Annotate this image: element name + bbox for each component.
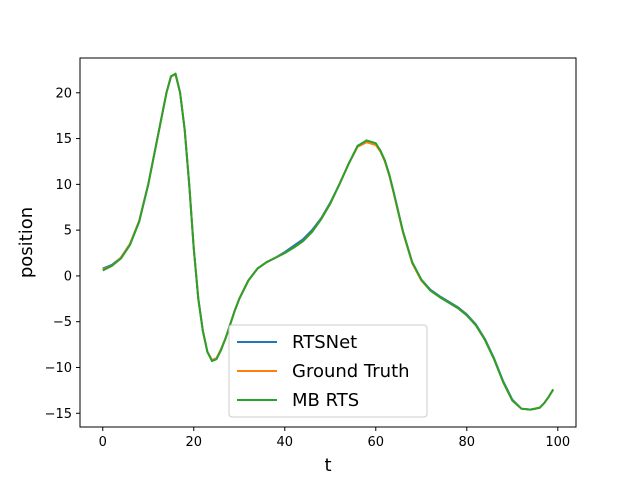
x-tick-label: 0 xyxy=(99,435,107,450)
series-line-mb-rts xyxy=(102,72,555,411)
y-tick-label: 20 xyxy=(55,86,72,101)
x-tick-label: 60 xyxy=(368,435,385,450)
series-layer xyxy=(102,72,555,411)
y-tick-label: −15 xyxy=(45,407,72,422)
x-axis: 0 20 40 60 80 100 xyxy=(99,427,570,450)
y-tick-label: 5 xyxy=(64,224,72,239)
y-axis: −15 −10 −5 0 5 10 15 20 xyxy=(45,86,80,422)
y-tick-label: 10 xyxy=(55,178,72,193)
x-tick-label: 20 xyxy=(185,435,202,450)
plot-frame xyxy=(79,57,577,428)
x-tick-label: 40 xyxy=(276,435,293,450)
x-tick-label: 100 xyxy=(545,435,570,450)
legend: RTSNet Ground Truth MB RTS xyxy=(228,324,428,418)
legend-label-ground-truth: Ground Truth xyxy=(292,361,410,382)
legend-label-mb-rts: MB RTS xyxy=(292,390,359,411)
x-tick-label: 80 xyxy=(459,435,476,450)
legend-box xyxy=(228,324,428,418)
y-axis-label: position xyxy=(16,207,37,278)
legend-label-rtsnet: RTSNet xyxy=(292,332,357,353)
y-tick-label: −10 xyxy=(45,361,72,376)
y-tick-label: −5 xyxy=(53,315,72,330)
x-axis-label: t xyxy=(324,455,331,476)
y-tick-label: 0 xyxy=(64,269,72,284)
y-tick-label: 15 xyxy=(55,132,72,147)
